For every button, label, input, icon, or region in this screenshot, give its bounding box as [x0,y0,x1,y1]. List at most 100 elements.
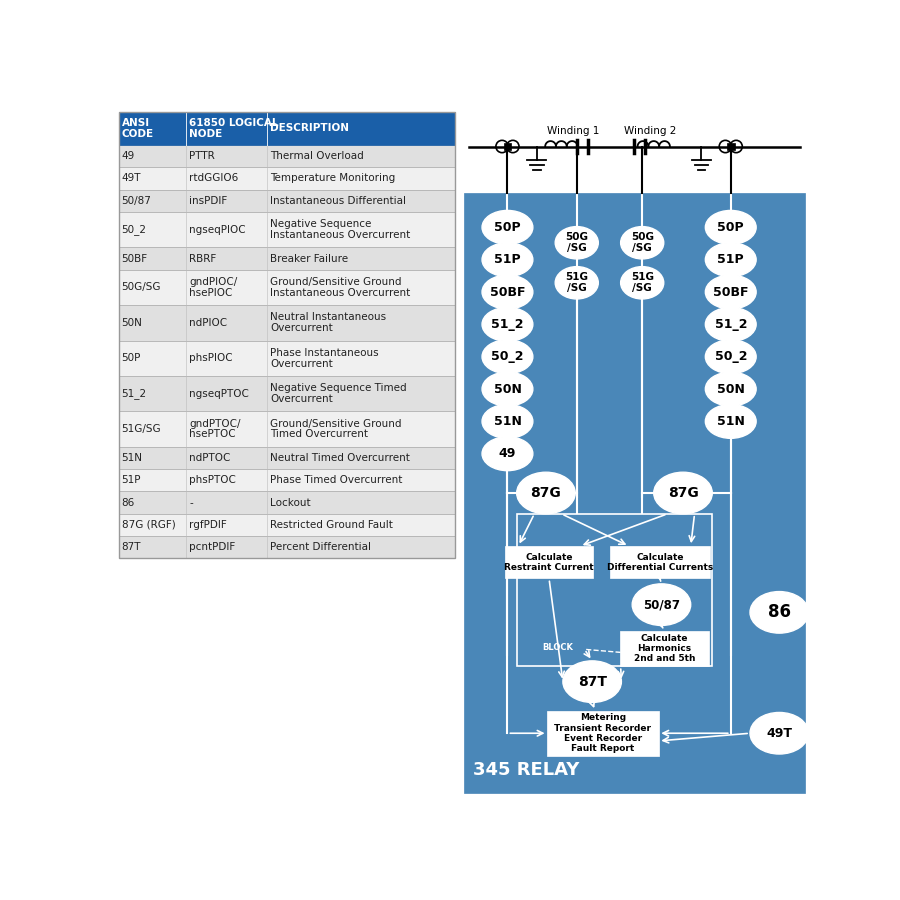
Text: rgfPDIF: rgfPDIF [189,520,227,530]
Text: -: - [189,498,194,508]
Text: Phase Timed Overcurrent: Phase Timed Overcurrent [270,475,402,485]
Ellipse shape [517,472,575,514]
Text: 51N: 51N [122,453,143,463]
Text: 51P: 51P [122,475,141,485]
Text: ndPTOC: ndPTOC [189,453,230,463]
Text: Restricted Ground Fault: Restricted Ground Fault [270,520,393,530]
Ellipse shape [706,243,756,276]
Text: Lockout: Lockout [270,498,310,508]
Text: Negative Sequence
Instantaneous Overcurrent: Negative Sequence Instantaneous Overcurr… [270,220,410,240]
Text: Percent Differential: Percent Differential [270,543,372,553]
Text: 50/87: 50/87 [122,196,151,206]
Text: 49T: 49T [122,174,141,184]
Text: 51N: 51N [493,415,521,428]
Text: gndPTOC/
hsePTOC: gndPTOC/ hsePTOC [189,418,241,439]
Text: 49: 49 [122,151,135,161]
Text: 50BF: 50BF [713,285,749,299]
Text: 50N: 50N [493,382,521,396]
Text: ANSI
CODE: ANSI CODE [122,118,154,140]
Ellipse shape [621,266,664,299]
Text: 50_2: 50_2 [122,224,147,235]
Ellipse shape [706,372,756,406]
Text: 50_2: 50_2 [491,350,524,364]
Bar [119,514,455,536]
Bar [119,446,455,469]
Text: 87T: 87T [578,675,607,688]
Ellipse shape [482,275,533,309]
Bar [119,190,455,212]
Text: PTTR: PTTR [189,151,215,161]
Bar [119,491,455,514]
Text: 50BF: 50BF [490,285,526,299]
Text: 50/87: 50/87 [643,598,680,611]
Text: 51P: 51P [717,253,744,266]
Bar [464,193,806,793]
Ellipse shape [653,472,712,514]
Text: 86: 86 [122,498,135,508]
Bar [464,193,806,793]
Ellipse shape [562,661,621,702]
Text: 50G
/SG: 50G /SG [631,232,653,253]
Text: ndPIOC: ndPIOC [189,318,228,328]
Text: 50P: 50P [122,353,141,364]
Bar [547,711,659,756]
Text: Phase Instantaneous
Overcurrent: Phase Instantaneous Overcurrent [270,348,379,369]
Bar [505,546,593,579]
Text: Thermal Overload: Thermal Overload [270,151,364,161]
Text: 345 RELAY: 345 RELAY [472,761,580,779]
Ellipse shape [555,266,598,299]
Text: 50_2: 50_2 [715,350,747,364]
Text: Neutral Instantaneous
Overcurrent: Neutral Instantaneous Overcurrent [270,312,386,333]
Bar [727,142,734,150]
Text: Winding 2: Winding 2 [624,126,676,136]
Text: Metering
Transient Recorder
Event Recorder
Fault Report: Metering Transient Recorder Event Record… [554,713,652,753]
Text: Temperature Monitoring: Temperature Monitoring [270,174,395,184]
Text: 51_2: 51_2 [715,318,747,331]
Ellipse shape [482,243,533,276]
Text: Calculate
Differential Currents: Calculate Differential Currents [607,553,713,572]
Text: Instantaneous Differential: Instantaneous Differential [270,196,406,206]
Text: Breaker Failure: Breaker Failure [270,254,348,264]
Bar [610,546,710,579]
Text: 51G
/SG: 51G /SG [631,273,653,293]
Text: RBRF: RBRF [189,254,217,264]
Text: 86: 86 [768,603,791,621]
Text: Ground/Sensitive Ground
Instantaneous Overcurrent: Ground/Sensitive Ground Instantaneous Ov… [270,277,410,298]
Text: ngseqPIOC: ngseqPIOC [189,225,246,235]
Text: 51P: 51P [494,253,521,266]
Text: 51G/SG: 51G/SG [122,424,161,434]
Text: 49: 49 [499,447,516,460]
Text: phsPTOC: phsPTOC [189,475,237,485]
Ellipse shape [482,404,533,438]
Ellipse shape [482,372,533,406]
Bar [119,376,455,411]
Bar [119,469,455,491]
Bar [119,270,455,305]
Text: 87G: 87G [668,486,698,500]
Text: 50G/SG: 50G/SG [122,283,161,293]
Text: Neutral Timed Overcurrent: Neutral Timed Overcurrent [270,453,410,463]
Text: DESCRIPTION: DESCRIPTION [270,123,349,133]
Text: 87G (RGF): 87G (RGF) [122,520,176,530]
Text: phsPIOC: phsPIOC [189,353,233,364]
Text: 51_2: 51_2 [122,388,147,399]
Text: 50BF: 50BF [122,254,148,264]
Text: Calculate
Restraint Current: Calculate Restraint Current [504,553,594,572]
Text: 51_2: 51_2 [491,318,524,331]
Text: 51G
/SG: 51G /SG [565,273,589,293]
Text: pcntPDIF: pcntPDIF [189,543,236,553]
Text: 49T: 49T [766,726,792,740]
Ellipse shape [621,227,664,259]
Bar [119,536,455,558]
Bar [119,248,455,270]
Text: 50P: 50P [494,220,521,234]
Bar [620,631,709,666]
Bar [119,411,455,446]
Bar [119,112,455,145]
Text: 50N: 50N [716,382,744,396]
Ellipse shape [706,211,756,244]
Bar [119,145,455,167]
Ellipse shape [706,308,756,341]
Text: 50P: 50P [717,220,744,234]
Text: 61850 LOGICAL
NODE: 61850 LOGICAL NODE [189,118,279,140]
